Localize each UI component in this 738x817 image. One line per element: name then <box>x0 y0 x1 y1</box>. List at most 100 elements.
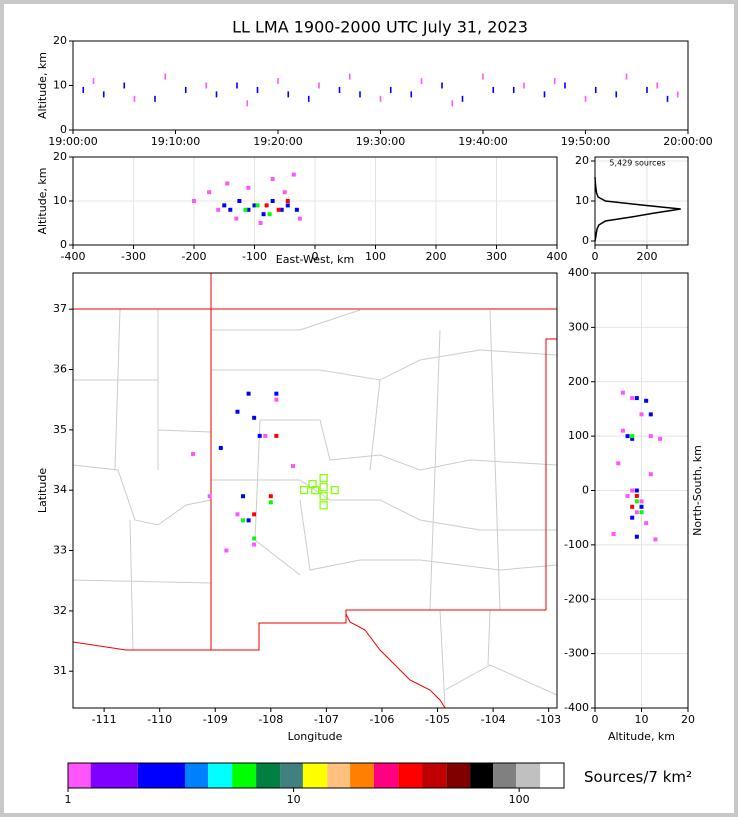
colorbar-bin <box>302 763 328 788</box>
chart-title: LL LMA 1900-2000 UTC July 31, 2023 <box>232 18 528 37</box>
station <box>300 486 309 495</box>
source <box>584 95 587 102</box>
source <box>282 190 287 195</box>
source <box>241 494 246 499</box>
source <box>297 216 302 221</box>
source <box>634 499 639 504</box>
source <box>277 78 279 85</box>
x-axis-label: East-West, km <box>276 253 354 266</box>
source <box>666 95 669 102</box>
source <box>461 95 464 102</box>
source <box>274 397 279 402</box>
source <box>634 396 639 401</box>
source <box>630 436 635 441</box>
x-tick-label: -110 <box>147 713 172 726</box>
source <box>225 181 230 186</box>
y-tick-label: 200 <box>568 375 589 388</box>
x-axis-label: Longitude <box>288 730 343 743</box>
source <box>184 86 187 93</box>
x-tick-label: 10 <box>287 793 301 806</box>
source <box>634 534 639 539</box>
source <box>410 91 413 98</box>
y-tick-label: 300 <box>568 320 589 333</box>
x-tick-label: -111 <box>92 713 117 726</box>
source <box>553 78 556 85</box>
source <box>615 91 618 98</box>
colorbar-bin <box>446 763 471 788</box>
source <box>92 78 95 85</box>
y-tick-label: 35 <box>53 423 67 436</box>
x-tick-label: 200 <box>426 250 447 263</box>
x-tick-label: 200 <box>636 250 657 263</box>
annotation: 5,429 sources <box>609 159 665 168</box>
x-tick-label: 20 <box>681 713 695 726</box>
y-tick-label: 37 <box>53 302 67 315</box>
x-tick-label: 0 <box>592 250 599 263</box>
colorbar-bin <box>280 763 303 788</box>
y-tick-label: 0 <box>60 123 67 136</box>
colorbar-bin <box>68 763 91 788</box>
source <box>564 82 566 89</box>
colorbar-bin <box>184 763 209 788</box>
y-tick-label: 20 <box>53 34 67 47</box>
source <box>256 86 259 93</box>
source <box>258 221 263 225</box>
colorbar-bin <box>256 763 281 788</box>
x-tick-label: 0 <box>312 250 319 263</box>
x-tick-label: -300 <box>121 250 146 263</box>
source <box>291 464 296 469</box>
x-tick-label: 19:50:00 <box>561 135 610 148</box>
x-tick-label: 10 <box>635 713 649 726</box>
y-tick-label: 34 <box>53 483 67 496</box>
station <box>311 486 320 495</box>
y-axis-label: Latitude <box>36 468 49 514</box>
source <box>224 548 229 553</box>
source <box>611 532 616 536</box>
source <box>620 428 625 433</box>
station <box>330 486 339 495</box>
source <box>276 207 281 212</box>
y-axis-label: North-South, km <box>691 445 704 536</box>
source <box>482 73 484 80</box>
source <box>274 433 279 438</box>
source <box>658 436 663 441</box>
source <box>644 398 649 403</box>
source <box>263 433 268 438</box>
y-tick-label: 32 <box>53 604 67 617</box>
colorbar-bin <box>470 763 494 788</box>
station <box>319 483 328 492</box>
source <box>235 512 240 517</box>
y-tick-label: -300 <box>564 647 589 660</box>
source <box>543 91 546 98</box>
x-tick-label: -103 <box>536 713 561 726</box>
station <box>319 492 328 501</box>
y-tick-label: 36 <box>53 363 67 376</box>
source <box>234 216 239 221</box>
y-tick-label: 100 <box>568 429 589 442</box>
source <box>246 391 251 396</box>
x-tick-label: -109 <box>203 713 228 726</box>
source <box>164 73 167 80</box>
x-tick-label: 19:10:00 <box>151 135 200 148</box>
axes-frame <box>594 272 689 709</box>
source <box>653 537 658 542</box>
colorbar-bin <box>208 763 233 788</box>
source <box>625 73 628 80</box>
x-tick-label: 1 <box>65 793 72 806</box>
source <box>359 91 361 98</box>
y-tick-label: 0 <box>582 484 589 497</box>
source <box>268 494 273 499</box>
source <box>246 100 249 107</box>
source <box>348 73 351 80</box>
source <box>261 212 266 217</box>
profile-line <box>594 176 681 242</box>
source <box>191 451 196 456</box>
source <box>594 86 597 93</box>
axes-frame <box>72 156 558 246</box>
x-tick-label: 300 <box>486 250 507 263</box>
y-tick-label: 10 <box>575 194 589 207</box>
colorbar-bin <box>137 763 185 788</box>
source <box>241 518 246 523</box>
source <box>389 86 392 93</box>
source <box>243 207 248 212</box>
